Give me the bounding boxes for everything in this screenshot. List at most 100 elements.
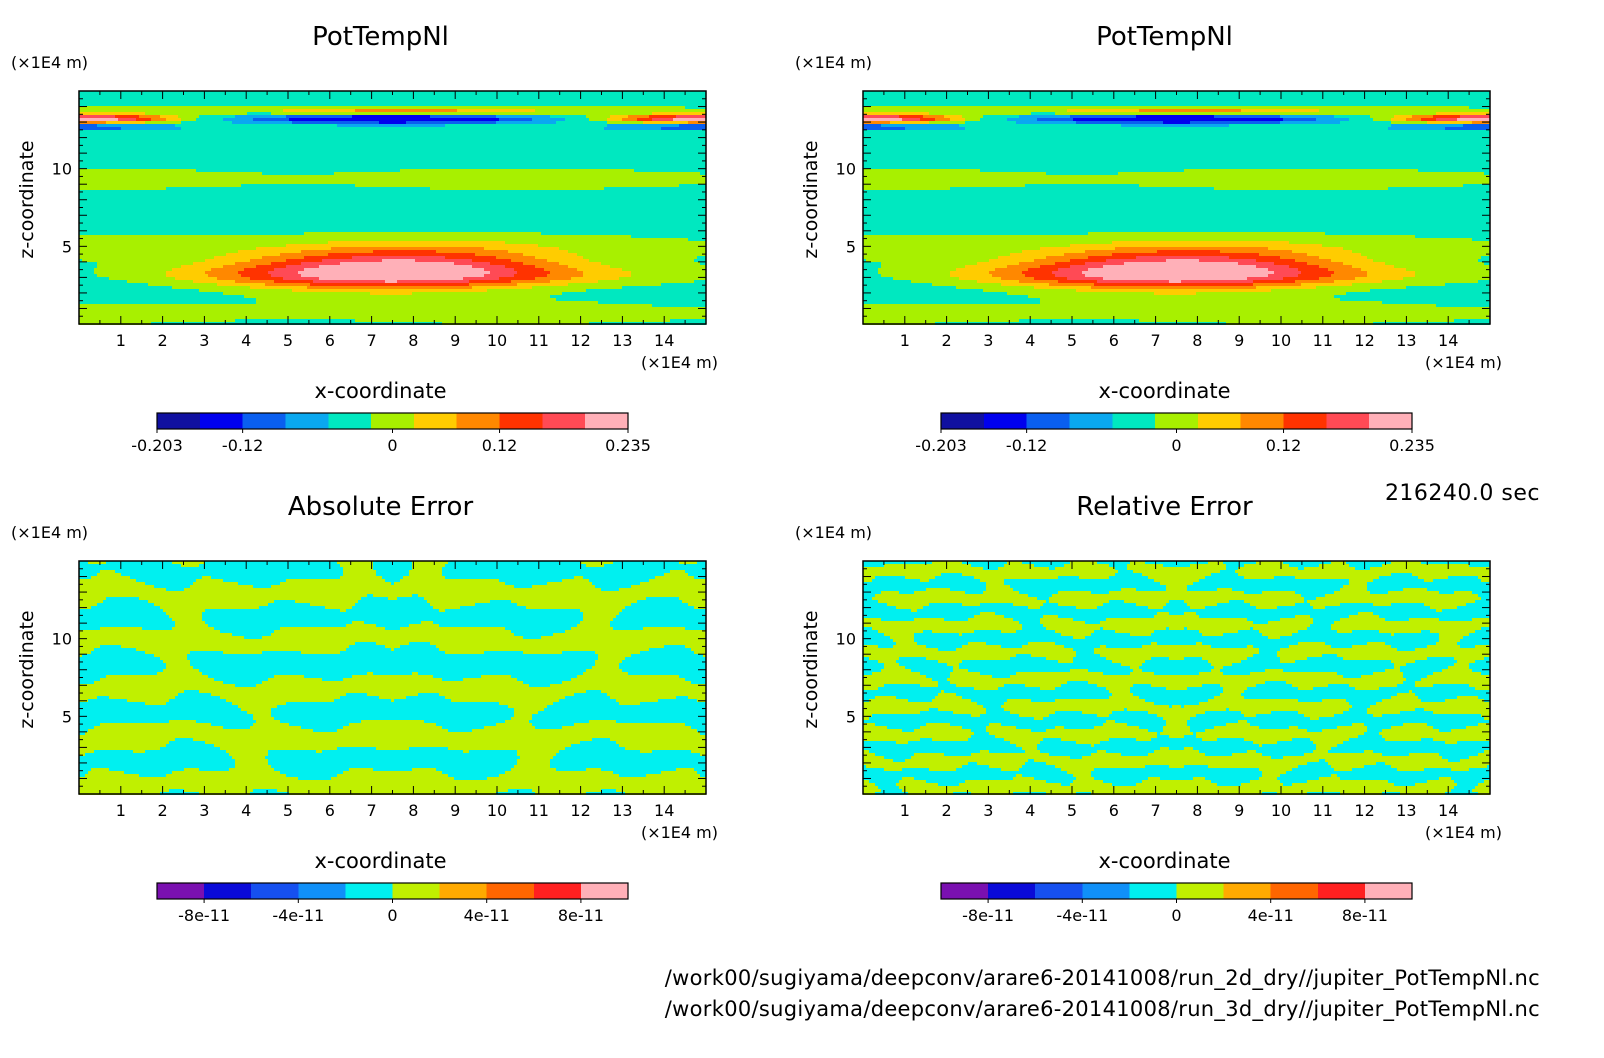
field-cell: [505, 241, 706, 244]
field-cell: [484, 726, 535, 729]
field-cell: [1025, 762, 1046, 765]
field-cell: [1082, 711, 1112, 714]
field-cell: [346, 609, 439, 612]
field-cell: [863, 720, 1106, 723]
field-cell: [340, 696, 379, 699]
field-cell: [938, 783, 959, 786]
field-cell: [445, 564, 586, 567]
field-cell: [232, 756, 265, 759]
field-cell: [79, 283, 148, 286]
field-cell: [79, 681, 94, 684]
field-cell: [688, 121, 706, 124]
field-cell: [1148, 777, 1160, 780]
field-cell: [442, 726, 484, 729]
field-cell: [226, 253, 280, 256]
field-cell: [1328, 762, 1376, 765]
field-cell: [887, 726, 920, 729]
field-cell: [268, 753, 517, 756]
field-cell: [884, 684, 920, 687]
field-cell: [1169, 735, 1184, 738]
field-cell: [1139, 184, 1463, 187]
field-cell: [172, 286, 250, 289]
field-cell: [1097, 280, 1169, 283]
x-unit-label: (×1E4 m): [641, 353, 718, 372]
field-cell: [863, 585, 986, 588]
field-cell: [205, 271, 238, 274]
x-tick-label: 5: [1067, 331, 1077, 350]
field-cell: [1040, 247, 1115, 250]
field-cell: [878, 660, 896, 663]
field-cell: [1157, 714, 1196, 717]
field-cell: [1070, 561, 1097, 564]
field-cell: [1397, 684, 1415, 687]
field-cell: [1424, 768, 1451, 771]
field-cell: [433, 675, 481, 678]
x-axis-label: x-coordinate: [1098, 849, 1230, 873]
field-cell: [79, 133, 706, 136]
field-cell: [1253, 280, 1295, 283]
field-cell: [214, 678, 268, 681]
field-cell: [232, 633, 271, 636]
field-cell: [884, 768, 902, 771]
field-cell: [896, 783, 938, 786]
x-tick-label: 2: [942, 331, 952, 350]
field-cell: [863, 705, 983, 708]
field-cell: [863, 199, 1490, 202]
field-cell: [1004, 708, 1124, 711]
field-cell: [79, 220, 706, 223]
field-cell: [863, 100, 1490, 103]
field-cell: [79, 250, 238, 253]
field-cell: [1400, 669, 1442, 672]
field-cell: [1001, 645, 1022, 648]
field-cell: [79, 298, 256, 301]
field-cell: [172, 268, 211, 271]
field-cell: [1037, 118, 1073, 121]
field-cell: [878, 630, 923, 633]
field-cell: [511, 675, 577, 678]
field-cell: [679, 124, 706, 127]
field-cell: [1166, 723, 1187, 726]
field-cell: [920, 672, 950, 675]
field-cell: [1352, 283, 1445, 286]
field-cell: [616, 720, 706, 723]
field-cell: [271, 274, 301, 277]
field-cell: [427, 600, 490, 603]
field-cell: [896, 660, 938, 663]
field-cell: [79, 582, 145, 585]
field-cell: [79, 106, 685, 109]
field-cell: [79, 666, 166, 669]
field-cell: [172, 627, 214, 630]
field-cell: [79, 693, 178, 696]
field-cell: [917, 642, 968, 645]
field-cell: [1196, 612, 1358, 615]
field-cell: [905, 576, 935, 579]
field-cell: [1334, 295, 1490, 298]
field-cell: [1472, 789, 1490, 792]
colorbar-tick-label: 0.235: [1389, 436, 1435, 455]
field-cell: [79, 621, 175, 624]
field-cell: [1166, 585, 1187, 588]
field-cell: [1220, 250, 1292, 253]
field-cell: [956, 684, 1004, 687]
field-cell: [1067, 277, 1103, 280]
field-cell: [1454, 786, 1475, 789]
field-cell: [1001, 768, 1019, 771]
field-cell: [863, 645, 878, 648]
field-cell: [1034, 277, 1067, 280]
colorbar-swatch: [371, 413, 415, 429]
field-cell: [676, 115, 706, 118]
field-cell: [1076, 654, 1100, 657]
field-cell: [79, 663, 166, 666]
field-cell: [583, 615, 616, 618]
field-cell: [229, 753, 268, 756]
field-cell: [607, 121, 643, 124]
field-cell: [1364, 765, 1391, 768]
field-cell: [1142, 573, 1211, 576]
field-cell: [1400, 666, 1448, 669]
field-cell: [94, 271, 166, 274]
field-cell: [472, 729, 697, 732]
field-cell: [1217, 603, 1250, 606]
field-cell: [1292, 768, 1334, 771]
field-cell: [1223, 666, 1394, 669]
field-cell: [932, 678, 947, 681]
